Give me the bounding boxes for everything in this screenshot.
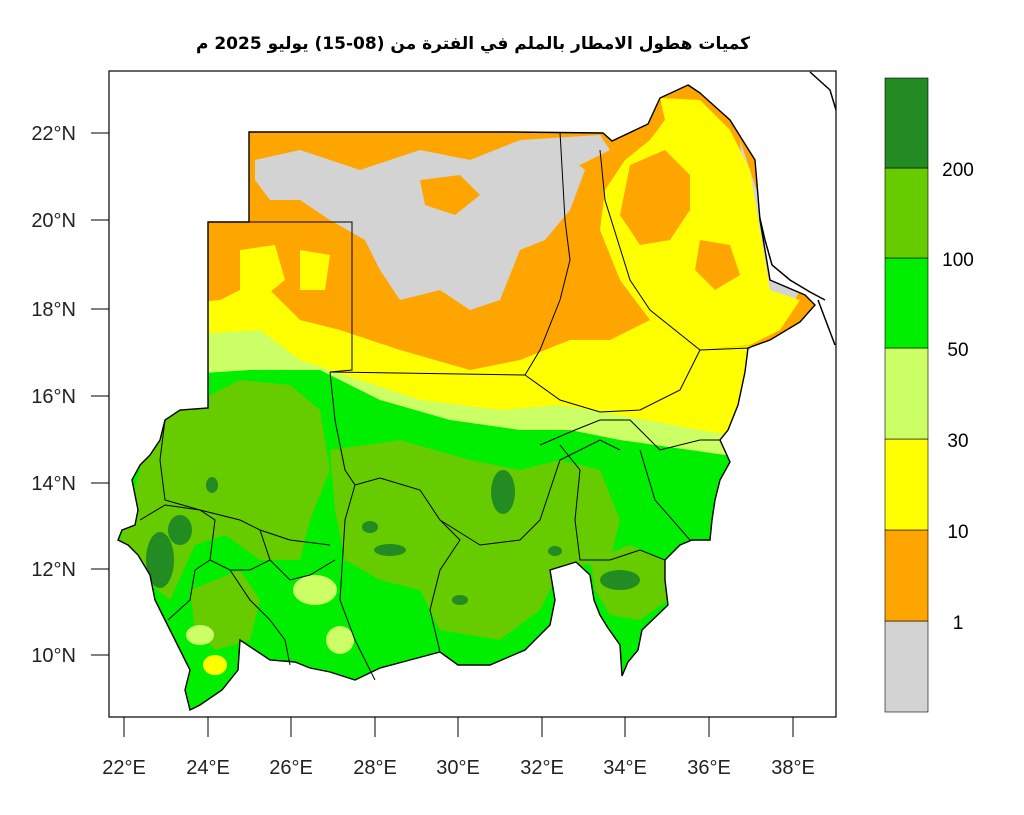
legend-swatch (884, 620, 929, 713)
x-tick-label: 26°E (269, 757, 313, 779)
state-boundary (439, 439, 621, 546)
darkgreen-patch-2 (168, 515, 192, 545)
x-tick-label: 28°E (353, 757, 397, 779)
state-boundary (229, 569, 291, 666)
legend-swatch (884, 347, 929, 440)
state-boundary (329, 371, 376, 681)
lightgreen-patch-south-1 (293, 575, 337, 605)
state-boundary (639, 449, 691, 541)
x-tick-label: 22°E (102, 757, 146, 779)
darkgreen-patch-3 (491, 470, 515, 514)
map-title: كميات هطول الامطار بالملم في الفترة من (… (195, 34, 751, 54)
legend-swatch (884, 167, 929, 259)
yellow-patch-west-2 (300, 250, 330, 290)
darkgreen-patch-5 (374, 544, 406, 556)
y-tick-label: 12°N (31, 559, 76, 581)
x-axis: 22°E 24°E 26°E 28°E 30°E 32°E 34°E 36°E … (102, 717, 815, 779)
state-boundary (139, 504, 216, 621)
y-tick-label: 16°N (31, 386, 76, 408)
yellow-patch-south-1 (203, 655, 227, 675)
x-tick-label: 38°E (771, 757, 815, 779)
y-axis: 22°N 20°N 18°N 16°N 14°N 12°N 10°N (31, 123, 109, 667)
x-tick-label: 32°E (520, 757, 564, 779)
state-boundaries (139, 131, 751, 681)
legend-label: 100 (942, 250, 974, 271)
orange-patch-north (420, 175, 480, 215)
gray-zone-north-2 (520, 135, 610, 165)
y-tick-label: 20°N (31, 210, 76, 232)
lightgreen-patch-south-2 (186, 625, 214, 645)
x-tick-label: 30°E (436, 757, 480, 779)
y-tick-label: 22°N (31, 123, 76, 145)
x-tick-label: 36°E (687, 757, 731, 779)
midgreen-zone-west (120, 380, 330, 600)
orange-patch-east (620, 150, 690, 245)
gray-zone-north (255, 140, 585, 310)
midgreen-zone-center (330, 440, 620, 640)
legend-label: 200 (942, 160, 974, 181)
x-tick-label: 34°E (603, 757, 647, 779)
y-tick-label: 14°N (31, 473, 76, 495)
darkgreen-patch-8 (206, 477, 218, 493)
darkgreen-patch-9 (548, 546, 562, 556)
darkgreen-patch-7 (452, 595, 468, 605)
x-tick-label: 24°E (186, 757, 230, 779)
y-tick-label: 10°N (31, 645, 76, 667)
state-boundary (599, 149, 751, 351)
state-boundary (208, 221, 353, 373)
legend-swatch (884, 77, 929, 169)
state-boundary (269, 559, 336, 581)
legend-label: 1 (953, 613, 964, 634)
state-boundary (524, 349, 701, 413)
legend-label: 30 (947, 431, 968, 452)
state-boundary (354, 477, 461, 653)
y-tick-label: 18°N (31, 299, 76, 321)
state-boundary (209, 529, 271, 571)
orange-patch-east-2 (695, 240, 740, 290)
state-boundary (159, 419, 331, 546)
rainfall-field (118, 85, 815, 710)
country-outline (117, 84, 816, 712)
legend-swatch (884, 438, 929, 531)
state-boundary (559, 444, 666, 561)
legend-swatch (884, 257, 929, 349)
darkgreen-patch-1 (146, 532, 174, 588)
darkgreen-patch-6 (362, 521, 378, 533)
lightgreen-patch-south-3 (326, 626, 354, 654)
state-boundary (539, 419, 720, 451)
color-legend: 1 10 30 50 100 200 (884, 77, 974, 713)
legend-swatch (884, 529, 929, 622)
yellow-patch-west (240, 245, 285, 300)
darkgreen-patch-4 (600, 570, 640, 590)
legend-label: 10 (947, 522, 968, 543)
legend-label: 50 (947, 340, 968, 361)
